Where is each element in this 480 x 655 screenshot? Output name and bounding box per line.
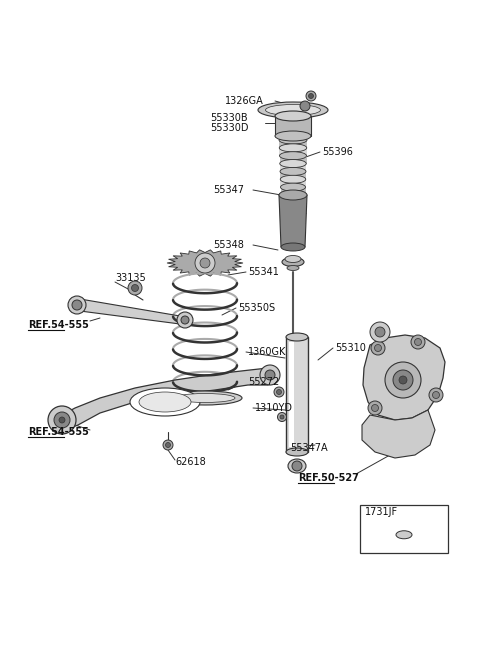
Ellipse shape: [279, 190, 307, 200]
Ellipse shape: [258, 102, 328, 118]
Bar: [275, 116, 311, 136]
Ellipse shape: [279, 136, 307, 144]
Ellipse shape: [175, 394, 235, 403]
Circle shape: [306, 91, 316, 101]
Ellipse shape: [275, 131, 311, 141]
Ellipse shape: [280, 168, 306, 176]
Ellipse shape: [280, 176, 306, 183]
Ellipse shape: [285, 255, 301, 263]
Text: 33135: 33135: [115, 273, 146, 283]
Circle shape: [280, 415, 284, 419]
Circle shape: [181, 316, 189, 324]
Ellipse shape: [279, 152, 307, 160]
Polygon shape: [362, 410, 435, 458]
Ellipse shape: [280, 183, 305, 191]
Circle shape: [59, 417, 65, 423]
Text: 55347A: 55347A: [290, 443, 328, 453]
Text: 55310: 55310: [335, 343, 366, 353]
Polygon shape: [80, 299, 180, 324]
Ellipse shape: [275, 111, 311, 121]
Circle shape: [371, 341, 385, 355]
Circle shape: [128, 281, 142, 295]
Text: 1731JF: 1731JF: [365, 507, 398, 517]
Circle shape: [411, 335, 425, 349]
Text: 55330B: 55330B: [210, 113, 248, 123]
Circle shape: [54, 412, 70, 428]
Ellipse shape: [281, 243, 305, 251]
Polygon shape: [286, 337, 308, 452]
Text: 1310YD: 1310YD: [255, 403, 293, 413]
Ellipse shape: [287, 265, 299, 271]
Text: 55272: 55272: [248, 377, 279, 387]
Circle shape: [277, 413, 287, 422]
Circle shape: [292, 461, 302, 471]
Polygon shape: [363, 335, 445, 420]
Text: 62618: 62618: [175, 457, 206, 467]
Text: 1360GK: 1360GK: [248, 347, 287, 357]
Bar: [279, 148, 307, 156]
Ellipse shape: [139, 392, 191, 412]
Text: 55348: 55348: [213, 240, 244, 250]
Bar: [280, 187, 305, 195]
Text: REF.54-555: REF.54-555: [28, 320, 89, 330]
Circle shape: [309, 94, 313, 98]
Bar: [280, 172, 306, 179]
Text: 55350S: 55350S: [238, 303, 275, 313]
Text: 1326GA: 1326GA: [225, 96, 264, 106]
Circle shape: [399, 376, 407, 384]
Circle shape: [200, 258, 210, 268]
Circle shape: [48, 406, 76, 434]
Ellipse shape: [265, 105, 321, 115]
Circle shape: [300, 101, 310, 111]
Ellipse shape: [168, 391, 242, 405]
Circle shape: [274, 387, 284, 397]
Circle shape: [370, 322, 390, 342]
Polygon shape: [279, 195, 307, 247]
Circle shape: [374, 345, 382, 352]
Bar: [360, 505, 448, 553]
Bar: [279, 140, 307, 148]
Circle shape: [265, 370, 275, 380]
Circle shape: [177, 312, 193, 328]
Ellipse shape: [286, 448, 308, 456]
Circle shape: [375, 327, 385, 337]
Circle shape: [163, 440, 173, 450]
Ellipse shape: [280, 160, 306, 168]
Ellipse shape: [130, 388, 200, 416]
Circle shape: [368, 401, 382, 415]
Text: 55330D: 55330D: [210, 123, 249, 133]
Text: REF.50-527: REF.50-527: [298, 473, 359, 483]
Ellipse shape: [286, 333, 308, 341]
Circle shape: [432, 392, 440, 398]
Circle shape: [166, 443, 170, 447]
Circle shape: [429, 388, 443, 402]
Text: 55396: 55396: [322, 147, 353, 157]
Circle shape: [260, 365, 280, 385]
Ellipse shape: [288, 459, 306, 473]
Bar: [280, 164, 306, 172]
Circle shape: [415, 339, 421, 345]
Bar: [280, 179, 306, 187]
Bar: [289, 342, 294, 447]
Ellipse shape: [396, 531, 412, 539]
Text: REF.54-555: REF.54-555: [28, 427, 89, 437]
Polygon shape: [167, 250, 243, 276]
Bar: [279, 156, 307, 164]
Circle shape: [68, 296, 86, 314]
Circle shape: [385, 362, 421, 398]
Circle shape: [393, 370, 413, 390]
Text: 55347: 55347: [213, 185, 244, 195]
Ellipse shape: [282, 257, 304, 267]
Circle shape: [276, 390, 281, 394]
Text: 55341: 55341: [248, 267, 279, 277]
Circle shape: [372, 405, 379, 411]
Polygon shape: [58, 368, 272, 430]
Circle shape: [195, 253, 215, 273]
Circle shape: [72, 300, 82, 310]
Circle shape: [132, 284, 139, 291]
Ellipse shape: [279, 144, 307, 152]
